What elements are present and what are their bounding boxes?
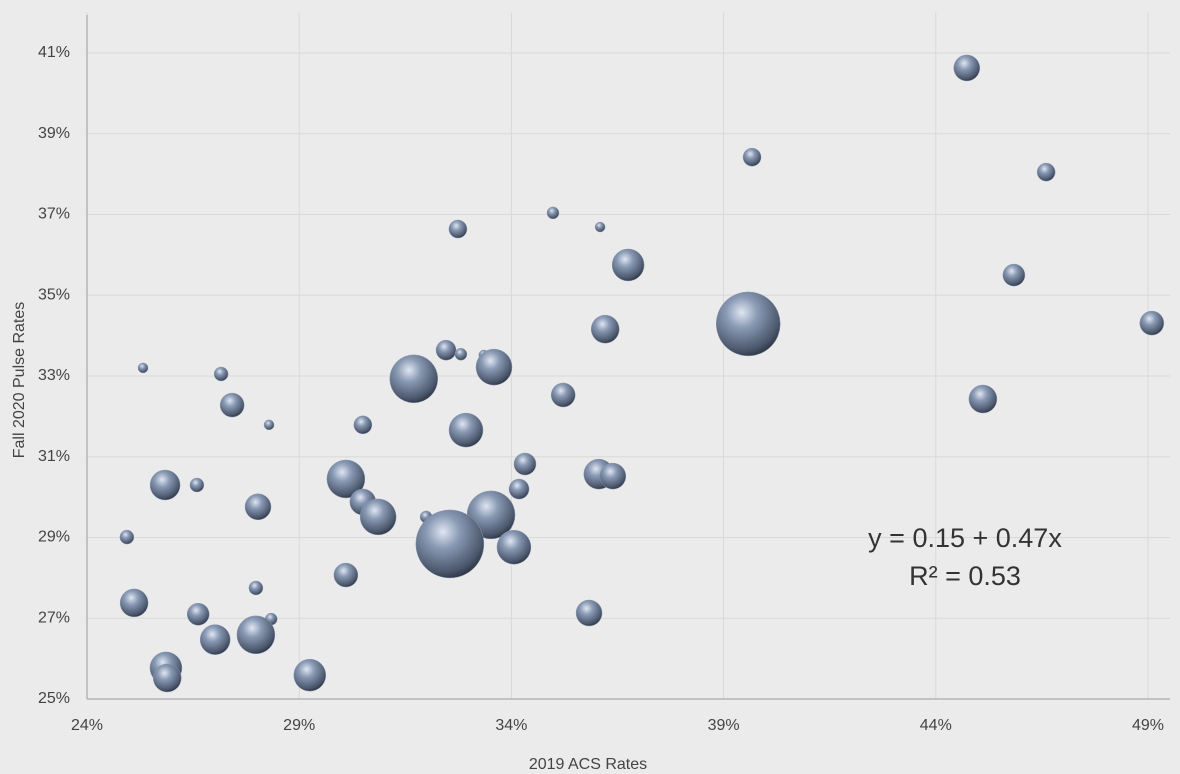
bubble	[326, 459, 366, 499]
x-axis-title: 2019 ACS Rates	[529, 756, 647, 773]
bubble	[550, 382, 576, 408]
bubble	[742, 147, 762, 167]
bubble	[186, 602, 210, 626]
bubble	[513, 452, 537, 476]
bubble	[496, 529, 532, 565]
y-tick-label: 37%	[38, 206, 70, 223]
bubble	[152, 663, 182, 693]
x-tick-label: 49%	[1132, 717, 1164, 734]
bubble	[236, 615, 276, 655]
y-tick-label: 27%	[38, 609, 70, 626]
bubble	[353, 415, 373, 435]
bubble	[189, 477, 205, 493]
bubble	[594, 221, 606, 233]
y-axis-title: Fall 2020 Pulse Rates	[11, 302, 28, 459]
bubble	[389, 354, 439, 404]
bubble	[475, 348, 513, 386]
y-tick-label: 33%	[38, 367, 70, 384]
bubble	[119, 529, 135, 545]
y-tick-label: 41%	[38, 44, 70, 61]
bubble	[590, 314, 620, 344]
bubble	[1002, 263, 1026, 287]
bubble	[415, 509, 485, 579]
bubble	[435, 339, 457, 361]
bubble	[119, 588, 149, 618]
x-tick-label: 44%	[920, 717, 952, 734]
bubble	[611, 248, 645, 282]
x-tick-label: 39%	[708, 717, 740, 734]
bubble	[546, 206, 560, 220]
y-tick-label: 39%	[38, 125, 70, 142]
bubble	[213, 366, 229, 382]
y-tick-label: 29%	[38, 529, 70, 546]
bubble	[953, 54, 981, 82]
bubble	[575, 599, 603, 627]
bubble	[244, 493, 272, 521]
regression-equation: y = 0.15 + 0.47x	[868, 523, 1062, 553]
bubble	[149, 469, 181, 501]
x-tick-label: 34%	[495, 717, 527, 734]
bubble	[715, 291, 781, 357]
bubble	[333, 562, 359, 588]
bubble	[968, 384, 998, 414]
bubble	[448, 412, 484, 448]
bubble	[137, 362, 149, 374]
bubble	[293, 658, 327, 692]
x-tick-label: 29%	[283, 717, 315, 734]
bubble	[599, 462, 627, 490]
y-tick-label: 31%	[38, 448, 70, 465]
bubble	[448, 219, 468, 239]
y-tick-label: 25%	[38, 690, 70, 707]
r-squared: R² = 0.53	[909, 561, 1021, 591]
x-tick-label: 24%	[71, 717, 103, 734]
bubble	[1036, 162, 1056, 182]
bubble	[199, 624, 231, 655]
bubble	[454, 347, 468, 361]
bubble	[248, 580, 264, 596]
bubble	[359, 498, 397, 536]
bubble	[1139, 310, 1165, 336]
bubble	[219, 392, 245, 418]
bubble	[263, 419, 275, 431]
bubble	[508, 478, 530, 500]
y-tick-label: 35%	[38, 286, 70, 303]
